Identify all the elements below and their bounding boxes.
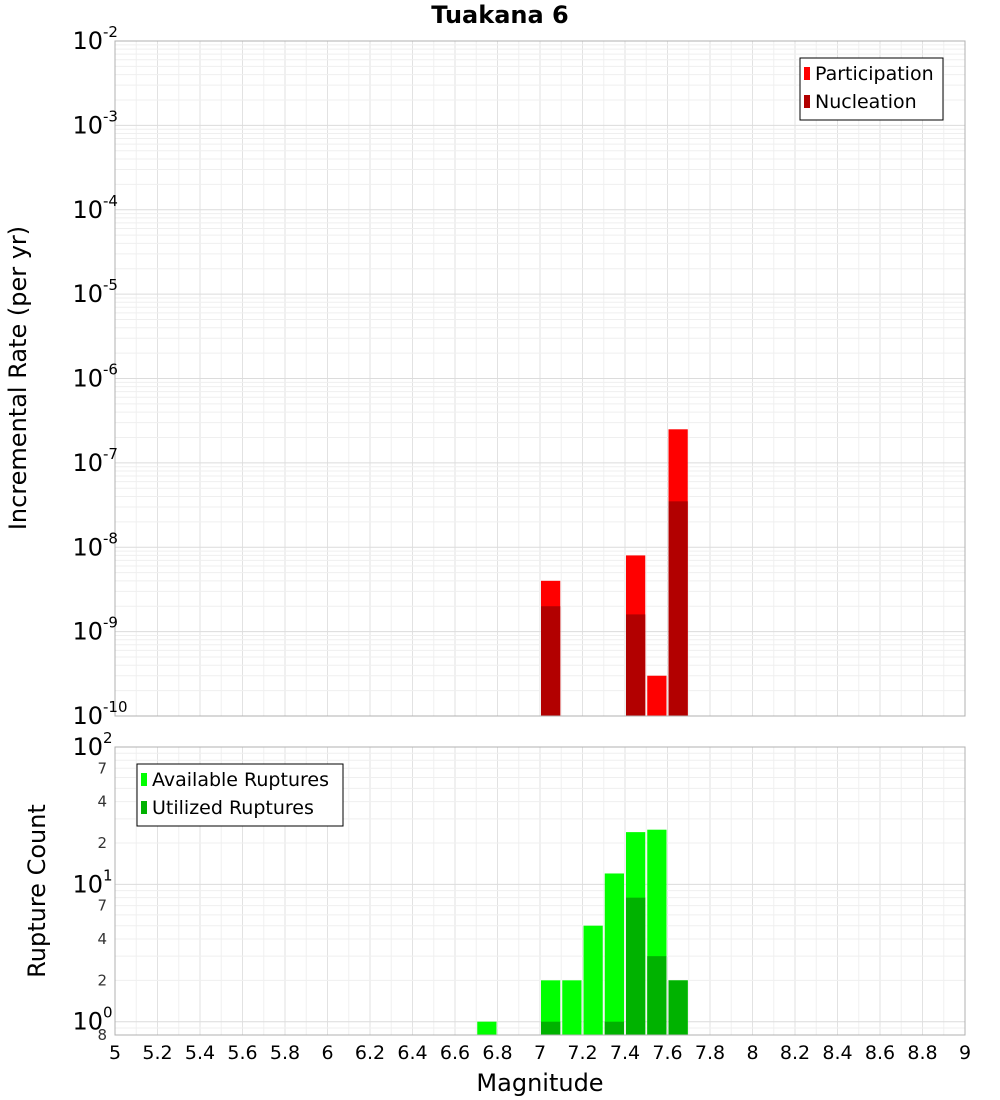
y-axis-label-rate: Incremental Rate (per yr) <box>4 226 32 530</box>
plot-frame <box>114 40 966 717</box>
y-minor-tick-label: 7 <box>97 897 107 915</box>
y-tick-label: 10 <box>72 449 103 477</box>
x-axis-label: Magnitude <box>476 1069 603 1097</box>
bar-nucleation <box>668 501 688 716</box>
y-axis-label-count: Rupture Count <box>23 804 51 978</box>
bar-participation <box>647 675 667 716</box>
y-tick-label: 10 <box>72 196 103 224</box>
legend-entry: Participation <box>815 63 934 85</box>
bar-available-ruptures <box>583 925 603 1035</box>
plot-frame <box>114 746 966 1036</box>
x-tick-label: 6.4 <box>397 1042 427 1064</box>
y-minor-tick-label: 2 <box>97 971 107 989</box>
bar-utilized-ruptures <box>541 1021 561 1035</box>
y-minor-tick-label: 2 <box>97 834 107 852</box>
bar-available-ruptures <box>477 1021 497 1035</box>
legend-swatch <box>804 95 810 108</box>
x-tick-label: 5.8 <box>270 1042 300 1064</box>
x-tick-label: 5.4 <box>185 1042 215 1064</box>
legend-swatch <box>141 773 147 786</box>
y-tick-label: 10 <box>72 365 103 393</box>
x-tick-label: 7.4 <box>610 1042 640 1064</box>
y-tick-label: 10 <box>72 27 103 55</box>
bar-utilized-ruptures <box>604 1021 624 1035</box>
x-tick-label: 8.6 <box>865 1042 895 1064</box>
bar-available-ruptures <box>541 980 561 1035</box>
x-tick-label: 6.2 <box>355 1042 385 1064</box>
x-tick-label: 6 <box>321 1042 333 1064</box>
x-tick-label: 9 <box>959 1042 971 1064</box>
y-tick-label-exponent: -4 <box>103 192 118 210</box>
bar-available-ruptures <box>604 873 624 1035</box>
y-tick-label-exponent: -2 <box>103 23 118 41</box>
y-minor-tick-label: 8 <box>97 1026 107 1044</box>
y-minor-tick-label: 7 <box>97 759 107 777</box>
legend-swatch <box>804 67 810 80</box>
y-tick-label-exponent: -7 <box>103 445 118 463</box>
y-tick-label-exponent: -10 <box>103 698 128 716</box>
y-tick-label: 10 <box>72 280 103 308</box>
y-tick-label: 10 <box>72 618 103 646</box>
x-tick-label: 7.8 <box>695 1042 725 1064</box>
x-tick-label: 5.2 <box>142 1042 172 1064</box>
x-tick-label: 7 <box>534 1042 546 1064</box>
bar-nucleation <box>626 614 646 716</box>
x-tick-label: 8.8 <box>907 1042 937 1064</box>
x-tick-label: 7.6 <box>652 1042 682 1064</box>
x-tick-label: 5 <box>109 1042 121 1064</box>
y-tick-label-exponent: -9 <box>103 614 118 632</box>
legend-swatch <box>141 801 147 814</box>
y-tick-label: 10 <box>72 702 103 730</box>
y-tick-label-exponent: -3 <box>103 107 118 125</box>
legend: Participation Nucleation <box>799 57 944 121</box>
bar-nucleation <box>541 606 561 716</box>
x-tick-label: 7.2 <box>567 1042 597 1064</box>
legend-box <box>136 763 344 827</box>
x-tick-label: 5.6 <box>227 1042 257 1064</box>
legend-entry: Nucleation <box>815 91 917 113</box>
legend-entry: Available Ruptures <box>152 769 329 791</box>
legend-entry: Utilized Ruptures <box>152 797 314 819</box>
bar-utilized-ruptures <box>626 897 646 1035</box>
y-tick-label-exponent: 2 <box>103 729 113 747</box>
y-tick-label: 10 <box>72 733 103 761</box>
y-minor-tick-label: 4 <box>97 793 107 811</box>
y-tick-label-exponent: 0 <box>103 1004 113 1022</box>
bar-utilized-ruptures <box>647 956 667 1035</box>
legend: Available Ruptures Utilized Ruptures <box>136 763 344 827</box>
y-tick-label: 10 <box>72 1008 103 1036</box>
bar-available-ruptures <box>562 980 582 1035</box>
y-tick-label-exponent: 1 <box>103 866 113 884</box>
y-tick-label-exponent: -6 <box>103 361 118 379</box>
legend-box <box>799 57 944 121</box>
chart-title: Tuakana 6 <box>431 1 569 29</box>
y-tick-label-exponent: -8 <box>103 529 118 547</box>
y-minor-tick-label: 4 <box>97 930 107 948</box>
y-tick-label-exponent: -5 <box>103 276 118 294</box>
y-tick-label: 10 <box>72 111 103 139</box>
x-tick-label: 6.6 <box>440 1042 470 1064</box>
y-tick-label: 10 <box>72 533 103 561</box>
x-tick-label: 8.4 <box>822 1042 852 1064</box>
x-tick-label: 8.2 <box>780 1042 810 1064</box>
x-tick-label: 8 <box>746 1042 758 1064</box>
bar-utilized-ruptures <box>668 980 688 1035</box>
x-tick-label: 6.8 <box>482 1042 512 1064</box>
y-tick-label: 10 <box>72 870 103 898</box>
